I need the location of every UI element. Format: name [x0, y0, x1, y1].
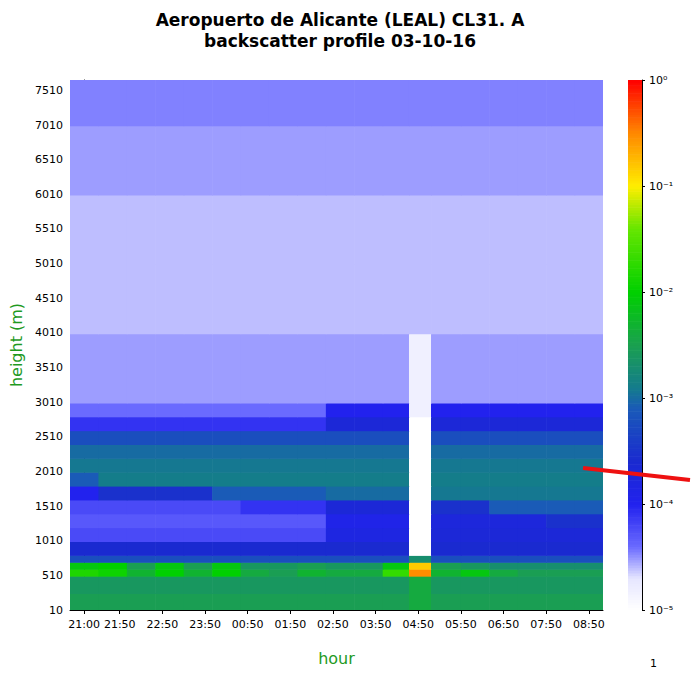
svg-text:23:50: 23:50 — [189, 618, 221, 631]
svg-text:00:50: 00:50 — [232, 618, 264, 631]
svg-text:06:50: 06:50 — [488, 618, 520, 631]
svg-text:1010: 1010 — [35, 534, 63, 547]
svg-text:5510: 5510 — [35, 222, 63, 235]
svg-text:10⁰: 10⁰ — [649, 74, 668, 87]
svg-text:2510: 2510 — [35, 430, 63, 443]
svg-text:7010: 7010 — [35, 119, 63, 132]
svg-text:4010: 4010 — [35, 326, 63, 339]
svg-text:10⁻⁵: 10⁻⁵ — [649, 604, 673, 617]
svg-text:3010: 3010 — [35, 396, 63, 409]
svg-text:Aeropuerto de Alicante (LEAL): Aeropuerto de Alicante (LEAL) CL31. A — [156, 10, 526, 30]
svg-text:22:50: 22:50 — [147, 618, 179, 631]
svg-text:07:50: 07:50 — [530, 618, 562, 631]
svg-text:05:50: 05:50 — [445, 618, 477, 631]
svg-text:10⁻³: 10⁻³ — [649, 392, 673, 405]
svg-text:6510: 6510 — [35, 153, 63, 166]
svg-text:7510: 7510 — [35, 84, 63, 97]
svg-text:backscatter profile 03-10-16: backscatter profile 03-10-16 — [204, 31, 476, 51]
svg-text:6010: 6010 — [35, 188, 63, 201]
svg-text:10⁻¹: 10⁻¹ — [649, 180, 673, 193]
svg-text:1: 1 — [650, 657, 657, 670]
svg-text:height (m): height (m) — [7, 303, 26, 387]
svg-text:hour: hour — [318, 649, 355, 668]
svg-text:10: 10 — [49, 604, 63, 617]
svg-text:510: 510 — [42, 569, 63, 582]
svg-text:21:50: 21:50 — [104, 618, 136, 631]
svg-text:5010: 5010 — [35, 257, 63, 270]
svg-text:21:00: 21:00 — [68, 618, 100, 631]
svg-text:4510: 4510 — [35, 292, 63, 305]
svg-text:03:50: 03:50 — [360, 618, 392, 631]
svg-text:10⁻⁴: 10⁻⁴ — [649, 498, 674, 511]
svg-text:04:50: 04:50 — [402, 618, 434, 631]
svg-text:10⁻²: 10⁻² — [649, 286, 673, 299]
svg-text:1510: 1510 — [35, 500, 63, 513]
svg-text:3510: 3510 — [35, 361, 63, 374]
svg-text:2010: 2010 — [35, 465, 63, 478]
svg-text:02:50: 02:50 — [317, 618, 349, 631]
svg-text:08:50: 08:50 — [573, 618, 605, 631]
svg-text:01:50: 01:50 — [274, 618, 306, 631]
